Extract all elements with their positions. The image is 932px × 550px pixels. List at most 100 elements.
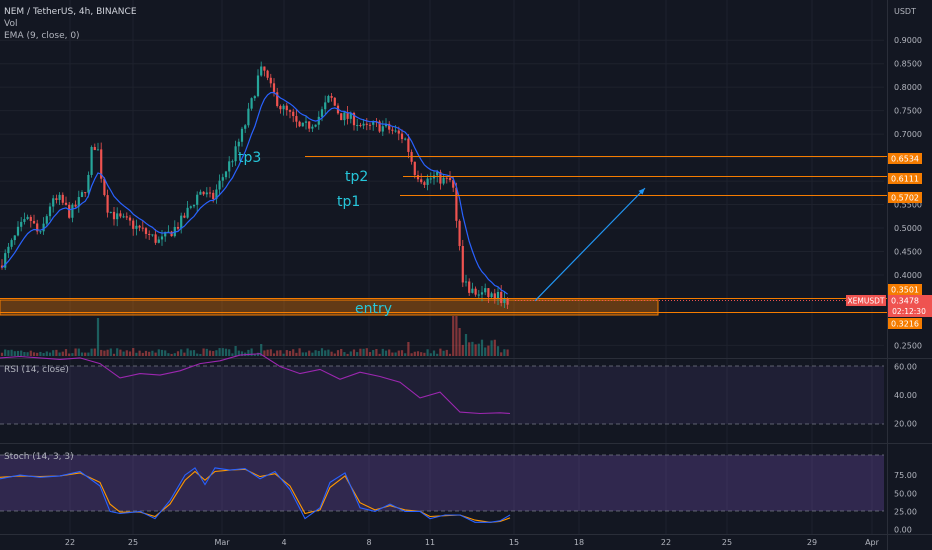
candle-body	[407, 138, 410, 152]
volume-bar	[445, 349, 448, 356]
rsi-tick: 20.00	[894, 420, 917, 429]
volume-bar	[212, 351, 215, 356]
candle-body	[298, 121, 301, 127]
candle-body	[199, 191, 202, 195]
volume-bar	[7, 350, 10, 356]
price-tick: 0.8500	[894, 60, 922, 69]
volume-bar	[480, 339, 484, 356]
volume-bar	[176, 351, 180, 356]
candle-body	[461, 246, 464, 283]
volume-bar	[356, 352, 359, 356]
price-tag-3216	[888, 318, 922, 329]
ema-line	[1, 91, 508, 295]
candle-body	[48, 206, 52, 217]
volume-bar	[68, 353, 71, 356]
candle-body	[32, 220, 36, 224]
volume-bar	[375, 349, 378, 356]
volume-bar	[311, 352, 314, 356]
candle-body	[61, 194, 64, 203]
tp2-label: tp2	[345, 169, 368, 185]
volume-bar	[208, 350, 212, 356]
candle-body	[90, 147, 93, 175]
candle-body	[20, 221, 23, 227]
stoch-band-fill	[0, 455, 884, 511]
candle-body	[314, 124, 317, 127]
candle-body	[308, 121, 311, 129]
volume-bar	[173, 353, 176, 356]
volume-bar	[29, 350, 32, 356]
candle-body	[477, 294, 480, 296]
candle-body	[160, 236, 164, 240]
volume-bar	[378, 353, 381, 356]
volume-bar	[432, 350, 436, 356]
volume-bar	[228, 349, 231, 356]
candle-body	[474, 288, 477, 295]
price-tick: 0.2500	[894, 341, 922, 350]
candle-body	[154, 234, 157, 243]
candle-body	[148, 233, 151, 235]
candle-body	[471, 288, 474, 293]
price-tag-6534	[888, 153, 922, 164]
volume-bar	[452, 316, 455, 356]
volume-bar	[429, 353, 432, 356]
volume-bar	[125, 350, 128, 356]
volume-bar	[314, 350, 317, 356]
candle-body	[343, 112, 346, 121]
volume-bar	[455, 316, 458, 356]
stoch-pane[interactable]: Stoch (14, 3, 3)	[0, 452, 884, 523]
volume-bar	[154, 352, 157, 356]
price-tag-6111-text: 0.6111	[891, 175, 919, 184]
candle-body	[420, 179, 423, 183]
candle-body	[327, 96, 330, 103]
candle-body	[468, 281, 471, 293]
last-price-text: 0.3478	[891, 297, 919, 306]
candle-body	[103, 178, 106, 196]
time-tick: 18	[574, 538, 584, 547]
rsi-pane[interactable]: RSI (14, close)	[0, 353, 884, 425]
price-tick: 0.4000	[894, 271, 922, 280]
candle-body	[164, 231, 167, 237]
volume-bar	[330, 351, 333, 356]
candle-body	[109, 211, 112, 213]
volume-bar	[106, 349, 109, 356]
volume-bar	[327, 349, 330, 356]
price-levels	[0, 156, 887, 313]
candle-body	[391, 129, 394, 131]
candle-body	[208, 192, 212, 194]
volume-bar	[189, 350, 192, 356]
price-tick: 0.4500	[894, 247, 922, 256]
candle-body	[452, 180, 455, 188]
candle-body	[503, 298, 506, 303]
candle-body	[484, 288, 487, 293]
volume-bar	[237, 350, 240, 356]
volume-bar	[381, 348, 384, 356]
time-tick: Apr	[865, 538, 880, 547]
price-pane[interactable]: tp3 tp2 tp1 entry NEM / TetherUS, 4h, BI…	[0, 7, 887, 356]
candle-body	[429, 178, 432, 180]
candle-body	[320, 109, 324, 117]
volume-bar	[407, 342, 410, 356]
candle-body	[487, 288, 490, 298]
rsi-tick-labels: 60.00 40.00 20.00	[894, 363, 917, 429]
candle-body	[413, 161, 416, 176]
candle-body	[276, 92, 279, 107]
volume-bar	[474, 344, 477, 356]
volume-bar	[500, 352, 503, 356]
candle-body	[10, 240, 13, 247]
price-axis[interactable]: USDT 0.90000.85000.80000.75000.70000.650…	[846, 7, 932, 535]
volume-bar	[74, 348, 77, 356]
candle-body	[176, 226, 180, 229]
volume-bar	[52, 350, 55, 356]
time-axis[interactable]: 22 25 Mar 4 8 11 15 18 22 25 29 Apr	[65, 538, 880, 547]
volume-bar	[298, 348, 301, 356]
candle-body	[55, 198, 58, 200]
candle-body	[93, 147, 96, 151]
volume-bar	[279, 350, 282, 356]
price-tag-5702-text: 0.5702	[891, 194, 919, 203]
candle-body	[240, 128, 244, 142]
ticker-tag	[846, 295, 886, 306]
candle-body	[112, 211, 116, 220]
volume-bar	[80, 352, 84, 356]
candle-body	[384, 123, 388, 127]
